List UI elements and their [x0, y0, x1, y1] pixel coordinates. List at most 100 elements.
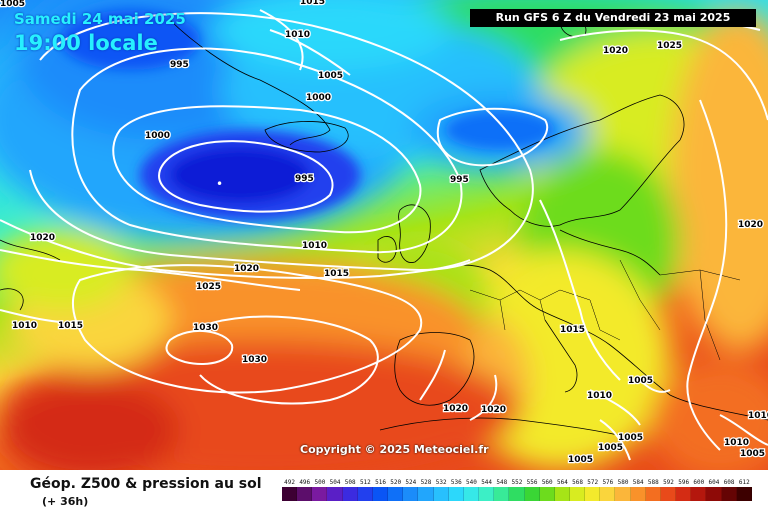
isobar-label: 995 [450, 175, 469, 185]
isobar-label: 995 [170, 60, 189, 70]
isobar-label: 1015 [324, 269, 349, 279]
country-borders [469, 259, 741, 361]
isobar-label: 1020 [603, 46, 628, 56]
isobar-1025 [72, 264, 423, 394]
iberia-coast [394, 332, 475, 406]
isobar-label: 1020 [234, 264, 259, 274]
isobar-1015 [0, 219, 471, 279]
isobar-1030-b [199, 315, 379, 405]
scale-value-label: 532 [435, 479, 447, 486]
isobar-1000 [112, 105, 422, 234]
north-africa-coast [379, 417, 641, 441]
color-scale-swatches [282, 487, 752, 501]
scale-swatch [342, 487, 358, 501]
baltic-coast [559, 229, 661, 276]
forecast-map-canvas: 1005 1015 1010 1005 1000 995 1000 995 99… [0, 0, 768, 470]
scale-value-label: 528 [420, 479, 432, 486]
british-isles-coast [398, 204, 431, 263]
scale-swatch [357, 487, 373, 501]
isobar-995-low [158, 140, 334, 213]
valid-date: Samedi 24 mai 2025 [14, 10, 186, 28]
scale-value-label: 572 [587, 479, 599, 486]
scale-value-label: 520 [390, 479, 402, 486]
scale-swatch [403, 487, 419, 501]
scale-swatch [569, 487, 586, 501]
legend-title: Géop. Z500 & pression au sol [30, 476, 262, 492]
isobar-label: 1015 [300, 0, 325, 7]
isobar-label: 1005 [318, 71, 343, 81]
scale-swatch [433, 487, 449, 501]
isobar-label: 1030 [242, 355, 267, 365]
scale-value-label: 508 [344, 479, 356, 486]
scale-swatch [463, 487, 480, 501]
scale-value-label: 584 [632, 479, 644, 486]
scale-swatch [585, 487, 601, 501]
canada-coast [0, 239, 61, 311]
isobar-1010-med [589, 389, 768, 446]
valid-time: 19:00 locale [14, 31, 158, 55]
scandinavia-coast [479, 94, 685, 227]
isobar-label: 1015 [58, 321, 83, 331]
isobar-label: 1015 [560, 325, 585, 335]
scale-value-label: 608 [723, 479, 735, 486]
italy-coast [544, 319, 578, 393]
model-run-banner: Run GFS 6 Z du Vendredi 23 mai 2025 [470, 9, 756, 27]
scale-swatch [448, 487, 464, 501]
isobar-label: 1025 [196, 282, 221, 292]
isobar-1020-iberia [419, 349, 446, 401]
isobar-label: 1010 [12, 321, 37, 331]
isobar-1020-scand [559, 29, 768, 121]
isobar-label: 1010 [748, 411, 768, 421]
isobar-1005-med [599, 379, 671, 461]
isobar-1005 [71, 47, 463, 254]
scale-value-label: 496 [299, 479, 311, 486]
isobar-labels: 1005 1015 1010 1005 1000 995 1000 995 99… [0, 0, 768, 466]
scale-swatch [660, 487, 677, 501]
color-scale: 492 496 500 504 508 512 516 520 524 528 532 536 540 5… [282, 478, 752, 501]
scale-swatch [615, 487, 631, 501]
isobar-label: 1005 [618, 433, 643, 443]
scale-value-label: 592 [663, 479, 674, 486]
isobar-label: 995 [295, 174, 314, 184]
scale-value-label: 500 [314, 479, 326, 486]
isobar-label: 1020 [30, 233, 55, 243]
color-scale-labels: 492 496 500 504 508 512 516 520 524 528 532 536 540 5… [282, 478, 752, 487]
isobar-label: 1030 [193, 323, 218, 333]
isobar-label: 1010 [302, 241, 327, 251]
isobar-label: 1010 [587, 391, 612, 401]
geopotential-field [0, 0, 768, 470]
isobar-label: 1005 [568, 455, 593, 465]
scale-swatch [554, 487, 570, 501]
scale-swatch [539, 487, 555, 501]
isobar-label: 1005 [740, 449, 765, 459]
legend-footer: Géop. Z500 & pression au sol (+ 36h) 492… [0, 470, 768, 512]
scale-value-label: 544 [481, 479, 493, 486]
isobar-label: 1020 [443, 404, 468, 414]
scale-value-label: 540 [466, 479, 477, 486]
scale-value-label: 536 [450, 479, 462, 486]
scale-swatch [297, 487, 313, 501]
scale-value-label: 516 [375, 479, 386, 486]
scale-value-label: 552 [511, 479, 523, 486]
forecast-lead-time: (+ 36h) [42, 495, 89, 508]
scale-swatch [721, 487, 737, 501]
scale-swatch [327, 487, 343, 501]
isobar-995-east [437, 107, 548, 167]
scale-swatch [418, 487, 434, 501]
scale-swatch [312, 487, 328, 501]
scale-swatch [524, 487, 540, 501]
copyright-notice: Copyright © 2025 Meteociel.fr [300, 443, 489, 456]
isobar-1020 [0, 249, 498, 421]
isobar-1010-west [0, 309, 61, 323]
scale-value-label: 596 [678, 479, 690, 486]
scale-swatch [479, 487, 495, 501]
isobar-label: 1010 [285, 30, 310, 40]
scale-value-label: 504 [329, 479, 341, 486]
scale-value-label: 564 [556, 479, 568, 486]
isobar-label: 1005 [598, 443, 623, 453]
scale-value-label: 604 [708, 479, 720, 486]
scale-swatch [600, 487, 616, 501]
isobar-label: 1005 [628, 376, 653, 386]
iceland-coast [264, 121, 349, 153]
isobar-lines [0, 9, 768, 461]
